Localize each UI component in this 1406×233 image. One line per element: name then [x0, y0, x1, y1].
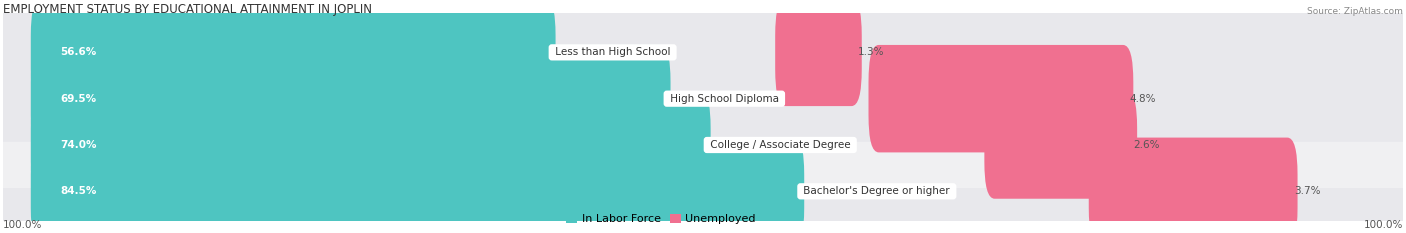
- Text: Source: ZipAtlas.com: Source: ZipAtlas.com: [1308, 7, 1403, 16]
- FancyBboxPatch shape: [0, 59, 1406, 233]
- Text: 84.5%: 84.5%: [60, 186, 97, 196]
- FancyBboxPatch shape: [31, 0, 555, 106]
- Text: 3.7%: 3.7%: [1294, 186, 1320, 196]
- Text: High School Diploma: High School Diploma: [666, 94, 782, 104]
- FancyBboxPatch shape: [1088, 137, 1298, 233]
- Text: 100.0%: 100.0%: [1364, 220, 1403, 230]
- Text: 100.0%: 100.0%: [3, 220, 42, 230]
- Text: 74.0%: 74.0%: [60, 140, 97, 150]
- Text: College / Associate Degree: College / Associate Degree: [707, 140, 853, 150]
- Text: 2.6%: 2.6%: [1133, 140, 1160, 150]
- FancyBboxPatch shape: [984, 91, 1137, 199]
- Text: 4.8%: 4.8%: [1129, 94, 1156, 104]
- Text: Less than High School: Less than High School: [551, 47, 673, 57]
- FancyBboxPatch shape: [0, 13, 1406, 188]
- FancyBboxPatch shape: [0, 0, 1406, 142]
- Legend: In Labor Force, Unemployed: In Labor Force, Unemployed: [567, 214, 756, 224]
- Text: 56.6%: 56.6%: [60, 47, 97, 57]
- Text: 69.5%: 69.5%: [60, 94, 96, 104]
- Text: 1.3%: 1.3%: [858, 47, 884, 57]
- FancyBboxPatch shape: [31, 45, 671, 152]
- FancyBboxPatch shape: [0, 105, 1406, 233]
- FancyBboxPatch shape: [31, 137, 804, 233]
- Text: EMPLOYMENT STATUS BY EDUCATIONAL ATTAINMENT IN JOPLIN: EMPLOYMENT STATUS BY EDUCATIONAL ATTAINM…: [3, 3, 371, 16]
- FancyBboxPatch shape: [775, 0, 862, 106]
- FancyBboxPatch shape: [869, 45, 1133, 152]
- Text: Bachelor's Degree or higher: Bachelor's Degree or higher: [800, 186, 953, 196]
- FancyBboxPatch shape: [31, 91, 710, 199]
